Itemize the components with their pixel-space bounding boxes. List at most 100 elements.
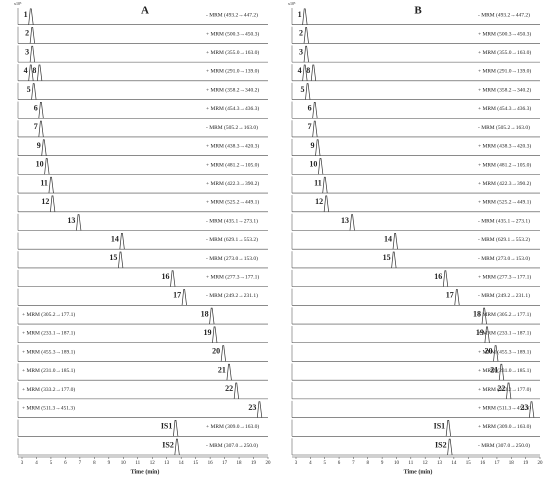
mrm-label: - MRM (273.0→153.0)	[206, 255, 258, 262]
x-tick-label: 8	[367, 461, 370, 466]
peak-label: 4	[298, 66, 302, 75]
peak-label: 15	[109, 253, 117, 262]
x-tick-label: 16	[208, 461, 214, 466]
peak	[174, 438, 180, 456]
mrm-label: + MRM (333.2→177.0)	[478, 386, 531, 393]
x-tick-label: 15	[466, 461, 472, 466]
peak	[173, 420, 179, 437]
x-tick-label: 20	[266, 461, 272, 466]
mrm-label: + MRM (233.1→187.1)	[22, 330, 75, 337]
x-tick-label: 9	[381, 461, 384, 466]
x-tick-label: 14	[451, 461, 457, 466]
peak	[302, 8, 308, 25]
peak-label: 8	[32, 66, 36, 75]
peak-label: 12	[315, 197, 323, 206]
x-tick-label: 17	[222, 461, 228, 466]
x-tick-label: 19	[523, 461, 529, 466]
x-tick-label: 7	[352, 461, 355, 466]
peak	[38, 101, 44, 119]
mrm-label: - MRM (493.2→447.2)	[206, 12, 258, 19]
x-tick-label: 8	[93, 461, 96, 466]
y-multiplier: x10⁵	[14, 1, 22, 6]
peak-label: 23	[520, 403, 528, 412]
peak	[209, 307, 215, 325]
peak	[445, 420, 451, 437]
peak-label: IS1	[161, 422, 173, 431]
peak	[170, 270, 176, 287]
mrm-label: + MRM (358.2→340.2)	[206, 86, 259, 93]
mrm-label: + MRM (438.3→420.3)	[206, 143, 259, 150]
peak-label: 17	[173, 291, 181, 300]
peak-label: 20	[485, 347, 493, 356]
mrm-label: + MRM (291.0→139.0)	[206, 68, 259, 75]
peak	[322, 176, 328, 194]
x-tick-label: 11	[408, 461, 413, 466]
x-tick-label: 4	[309, 461, 312, 466]
mrm-label: + MRM (500.3→450.3)	[478, 30, 531, 37]
x-tick-label: 10	[121, 461, 127, 466]
mrm-label: + MRM (454.3→436.3)	[478, 105, 531, 112]
peak	[31, 83, 37, 100]
mrm-label: + MRM (481.2→105.0)	[478, 161, 531, 168]
peak	[28, 8, 34, 25]
peak	[481, 307, 487, 325]
peak	[312, 120, 318, 137]
peak	[315, 139, 321, 156]
peak-label: 10	[36, 160, 44, 169]
x-tick-label: 6	[338, 461, 341, 466]
peak	[29, 27, 35, 44]
y-multiplier: x10⁵	[288, 1, 296, 6]
mrm-label: + MRM (422.3→390.2)	[478, 180, 531, 187]
peak-label: 12	[41, 197, 49, 206]
x-tick-label: 18	[509, 461, 515, 466]
mrm-label: - MRM (629.1→553.2)	[478, 236, 530, 243]
mrm-label: + MRM (355.0→163.0)	[206, 49, 259, 56]
peak-label: IS2	[162, 440, 174, 449]
peak-label: 14	[384, 234, 392, 243]
x-tick-label: 17	[494, 461, 500, 466]
peak	[349, 214, 355, 231]
peak	[442, 270, 449, 287]
peak-label: 21	[218, 365, 226, 374]
peak	[181, 289, 187, 306]
peak-label: 14	[111, 234, 119, 243]
peak-label: IS1	[434, 422, 446, 431]
peak-label: 2	[25, 29, 29, 38]
peak	[76, 214, 82, 231]
peak-label: 13	[67, 216, 75, 225]
mrm-label: + MRM (355.0→163.0)	[478, 49, 531, 56]
peak	[391, 251, 397, 268]
mrm-label: - MRM (629.1→553.2)	[206, 236, 258, 243]
mrm-label: + MRM (525.2→449.1)	[478, 199, 531, 206]
peak-label: 6	[34, 104, 38, 113]
peak-label: 9	[311, 141, 315, 150]
mrm-label: + MRM (233.1→187.1)	[478, 330, 531, 337]
mrm-label: + MRM (231.0→185.1)	[22, 367, 75, 374]
x-tick-label: 16	[480, 461, 486, 466]
x-tick-label: 19	[251, 461, 257, 466]
peak-label: 23	[248, 403, 256, 412]
peak	[484, 326, 490, 343]
x-tick-label: 9	[108, 461, 111, 466]
mrm-label: + MRM (309.0→163.0)	[206, 423, 259, 430]
peak	[303, 27, 309, 44]
peak-label: 1	[298, 10, 302, 19]
peak	[44, 158, 50, 175]
peak	[310, 64, 317, 81]
peak-label: 19	[476, 328, 484, 337]
x-tick-label: 6	[64, 461, 67, 466]
peak-label: 4	[24, 66, 28, 75]
peak-label: 5	[300, 85, 304, 94]
x-tick-label: 12	[423, 461, 429, 466]
peak-label: IS2	[435, 440, 447, 449]
mrm-label: + MRM (511.3→451.3)	[22, 404, 75, 411]
x-tick-label: 12	[150, 461, 156, 466]
mrm-label: + MRM (422.3→390.2)	[206, 180, 259, 187]
mrm-label: - MRM (505.2→163.0)	[206, 124, 258, 131]
x-axis-label: Time (min)	[404, 468, 433, 475]
peak	[48, 176, 54, 194]
x-axis-label: Time (min)	[131, 468, 160, 475]
peak	[28, 64, 34, 81]
peak-label: 9	[37, 141, 41, 150]
